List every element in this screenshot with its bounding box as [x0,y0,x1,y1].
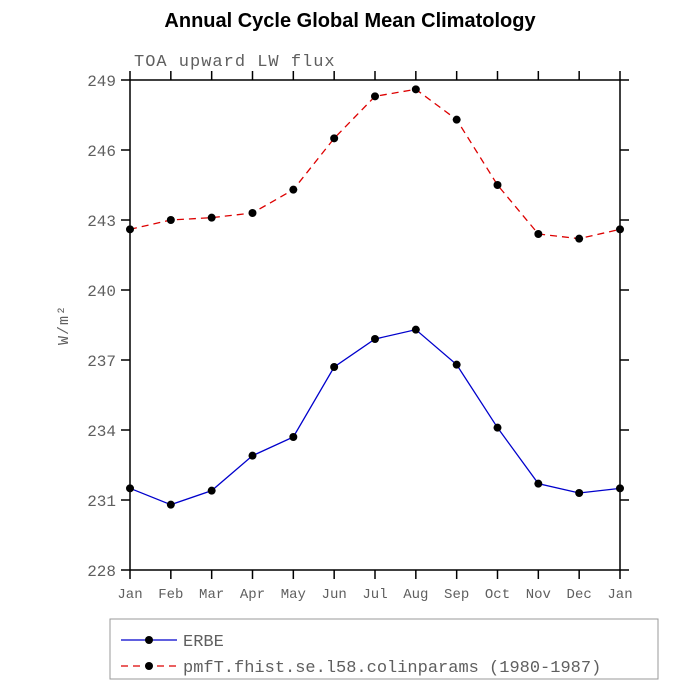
data-point-marker [616,225,624,234]
legend-box [109,618,659,680]
data-point-marker [371,335,379,343]
data-point-marker [166,216,175,224]
data-point-marker [493,423,502,432]
data-point-marker [371,92,379,101]
data-point-marker [411,85,420,94]
data-point-marker [248,451,257,460]
data-point-marker [126,484,134,493]
chart-subtitle: TOA upward LW flux [134,53,336,72]
x-tick-label: May [281,587,306,603]
data-point-marker [207,486,216,495]
data-point-marker [126,225,134,234]
data-point-marker [452,115,461,124]
data-point-marker [534,230,543,238]
y-tick-label: 246 [87,143,116,161]
data-point-marker [207,213,216,222]
x-tick-label: Feb [158,587,183,603]
chart-title: Annual Cycle Global Mean Climatology [164,10,536,32]
y-tick-label: 243 [87,213,116,231]
y-tick-label: 240 [87,283,116,301]
x-tick-label: Mar [199,587,224,603]
y-tick-label: 228 [87,563,116,581]
data-point-marker [330,363,339,371]
legend-label: pmfT.fhist.se.l58.colinparams (1980-1987… [183,659,601,678]
y-tick-label: 234 [87,423,116,441]
data-point-marker [452,360,461,369]
x-tick-label: Nov [526,587,551,603]
x-tick-label: Sep [444,587,469,603]
data-point-marker [534,479,543,488]
plot-frame [129,79,621,571]
series-line [129,328,621,506]
x-tick-label: Jul [362,587,387,603]
data-point-marker [166,500,175,509]
x-tick-label: Aug [403,587,428,603]
legend-label: ERBE [183,633,224,652]
data-point-marker [330,134,339,143]
data-point-marker [616,484,624,493]
x-tick-label: Jan [117,587,142,603]
data-point-marker [289,433,298,441]
y-tick-label: 231 [87,493,116,511]
x-tick-label: Apr [240,587,265,603]
y-axis-label: W/m² [56,305,73,345]
data-point-marker [289,185,298,194]
data-point-marker [411,325,420,334]
x-tick-label: Oct [485,587,510,603]
y-tick-label: 237 [87,353,116,371]
data-point-marker [493,181,502,189]
x-tick-label: Dec [567,587,592,603]
series-line [129,88,621,240]
data-point-marker [248,209,257,217]
legend-marker [145,662,153,670]
plot-area: 228 231 234 237 240 243 246 249 Jan Feb Mar Apr May J… [56,71,633,603]
x-tick-label: Jan [607,587,632,603]
data-point-marker [575,234,584,243]
x-tick-label: Jun [322,587,347,603]
chart-legend: ERBE pmfT.fhist.se.l58.colinparams (1980-… [109,618,659,680]
data-point-marker [575,489,584,497]
legend-marker [145,636,153,644]
y-tick-label: 249 [87,73,116,91]
